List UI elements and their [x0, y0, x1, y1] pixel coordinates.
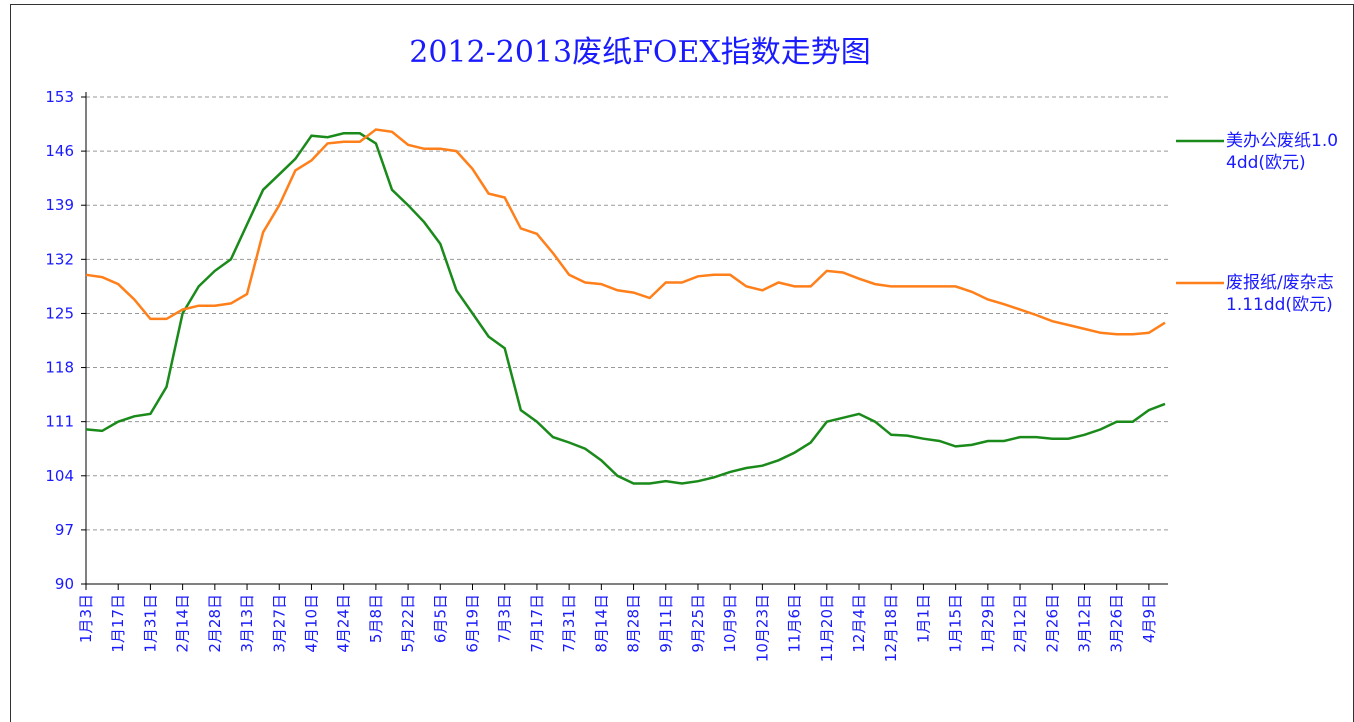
x-tick-label: 3月26日	[1108, 594, 1126, 653]
x-tick-label: 8月28日	[625, 594, 643, 653]
y-tick-label: 104	[45, 467, 74, 485]
x-tick-label: 2月12日	[1011, 594, 1029, 653]
x-tick-label: 1月3日	[77, 594, 95, 643]
x-tick-label: 7月31日	[560, 594, 578, 653]
x-tick-label: 1月17日	[109, 594, 127, 653]
y-tick-label: 139	[45, 196, 74, 214]
x-tick-label: 6月19日	[464, 594, 482, 653]
x-tick-label: 4月10日	[302, 594, 320, 653]
x-tick-label: 3月12日	[1075, 594, 1093, 653]
x-tick-label: 10月23日	[753, 594, 771, 662]
x-tick-label: 12月4日	[850, 594, 868, 653]
x-tick-label: 2月14日	[174, 594, 192, 653]
chart-title: 2012-2013废纸FOEX指数走势图	[409, 35, 871, 70]
x-tick-label: 7月17日	[528, 594, 546, 653]
y-tick-label: 153	[45, 88, 74, 106]
y-tick-label: 132	[45, 250, 74, 268]
x-tick-label: 5月8日	[367, 594, 385, 643]
x-tick-label: 2月28日	[206, 594, 224, 653]
x-tick-label: 3月27日	[270, 594, 288, 653]
x-tick-label: 4月24日	[335, 594, 353, 653]
x-tick-label: 1月29日	[979, 594, 997, 653]
x-tick-label: 6月5日	[431, 594, 449, 643]
x-tick-label: 3月13日	[238, 594, 256, 653]
x-tick-label: 9月25日	[689, 594, 707, 653]
legend-label: 美办公废纸1.04dd(欧元)	[1226, 131, 1339, 173]
x-tick-label: 10月9日	[721, 594, 739, 653]
x-tick-label: 5月22日	[399, 594, 417, 653]
x-tick-label: 2月26日	[1043, 594, 1061, 653]
x-tick-label: 7月3日	[496, 594, 514, 643]
y-tick-label: 118	[45, 359, 74, 377]
x-tick-label: 1月15日	[947, 594, 965, 653]
series-line	[85, 132, 1166, 485]
x-tick-label: 9月11日	[657, 594, 675, 653]
y-tick-label: 146	[45, 142, 74, 160]
x-tick-label: 12月18日	[882, 594, 900, 662]
legend-label: 废报纸/废杂志1.11dd(欧元)	[1226, 273, 1334, 315]
y-tick-label: 111	[45, 413, 74, 431]
y-tick-label: 125	[45, 304, 74, 322]
x-tick-label: 11月20日	[818, 594, 836, 662]
x-tick-label: 1月31日	[141, 594, 159, 653]
y-tick-label: 90	[55, 575, 74, 593]
series-line	[85, 128, 1166, 336]
x-tick-label: 8月14日	[592, 594, 610, 653]
y-tick-label: 97	[55, 521, 74, 539]
x-tick-label: 4月9日	[1140, 594, 1158, 643]
x-tick-label: 1月1日	[914, 594, 932, 643]
x-tick-label: 11月6日	[786, 594, 804, 653]
